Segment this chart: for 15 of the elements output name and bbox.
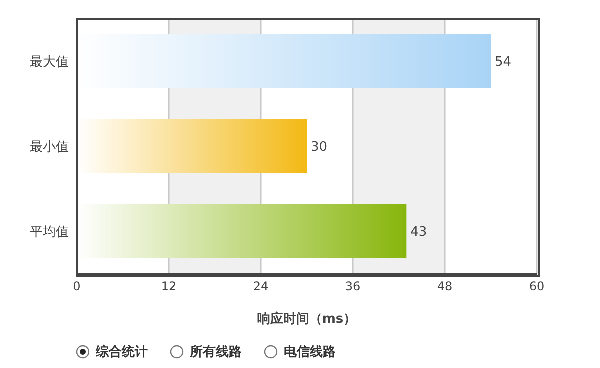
data-label: 54 <box>495 54 512 70</box>
text: 电信线路 <box>284 344 336 361</box>
text: 所有线路 <box>190 344 242 361</box>
x-tick-label: 60 <box>529 280 545 294</box>
text: 综合统计 <box>96 344 148 361</box>
x-tick-label: 36 <box>345 280 361 294</box>
y-tick-label: 最大值 <box>30 55 69 70</box>
y-tick-label: 平均值 <box>30 225 69 240</box>
x-tick-label: 24 <box>253 280 269 294</box>
x-tick-label: 0 <box>73 280 81 294</box>
x-tick-label: 48 <box>437 280 453 294</box>
y-tick-label: 最小值 <box>30 140 69 156</box>
data-label: 43 <box>410 224 428 240</box>
data-label: 30 <box>311 140 328 155</box>
x-tick-label: 12 <box>161 280 177 294</box>
